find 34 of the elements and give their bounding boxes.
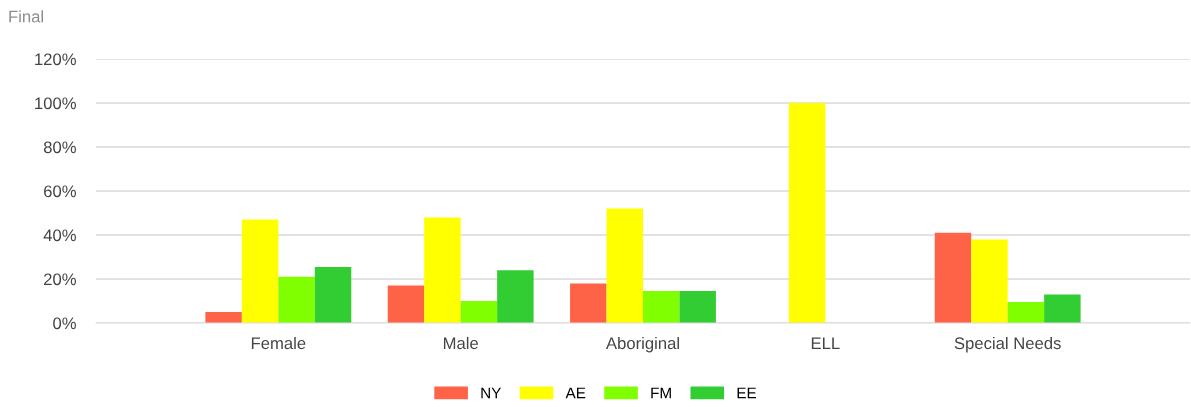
- legend-label: AE: [565, 387, 586, 399]
- bar: [679, 291, 716, 323]
- bar: [1044, 294, 1081, 323]
- y-tick-label: 100%: [35, 97, 76, 110]
- x-tick-label: Female: [251, 336, 306, 350]
- bar: [934, 232, 972, 323]
- bar: [1007, 302, 1045, 323]
- bar: [788, 103, 826, 323]
- x-tick-label: ELL: [811, 337, 840, 349]
- y-tick-label: 40%: [43, 229, 76, 242]
- bar: [314, 266, 352, 323]
- x-tick-label: Special Needs: [954, 336, 1061, 353]
- bar: [205, 312, 242, 323]
- legend-label: NY: [481, 387, 502, 399]
- legend-label: FM: [651, 387, 671, 399]
- y-tick-label: 60%: [44, 185, 76, 198]
- bar: [278, 276, 315, 323]
- y-tick-label: 120%: [35, 53, 76, 66]
- bar: [424, 217, 461, 323]
- bar: [387, 285, 425, 323]
- legend-label: EE: [737, 387, 757, 399]
- x-tick-label: Male: [443, 336, 478, 350]
- chart-title: Final: [9, 10, 44, 23]
- bar: [460, 301, 498, 323]
- bar: [570, 283, 607, 323]
- y-tick-label: 80%: [43, 141, 76, 154]
- y-tick-label: 0%: [53, 317, 76, 330]
- bar: [497, 270, 534, 323]
- bar: [241, 219, 279, 323]
- bar: [606, 208, 643, 323]
- bar: [971, 239, 1008, 323]
- y-tick-label: 20%: [44, 273, 76, 286]
- bar: [643, 291, 680, 323]
- x-tick-label: Aboriginal: [605, 336, 679, 353]
